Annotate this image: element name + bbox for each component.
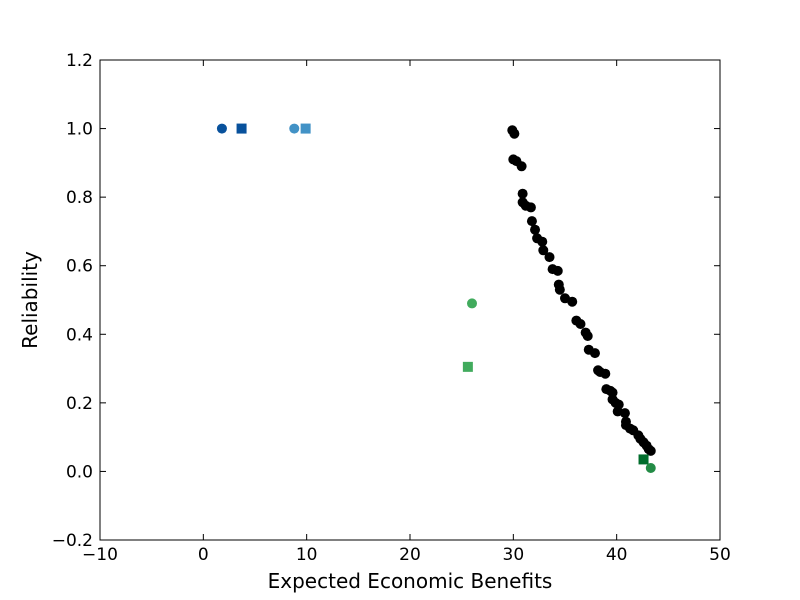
data-point [645, 463, 656, 473]
data-point-square [236, 123, 247, 134]
data-point [589, 348, 600, 359]
plot-area-frame [99, 59, 721, 541]
data-point-square [462, 361, 473, 372]
data-point [619, 408, 630, 419]
data-point [607, 387, 618, 398]
plot-marks [216, 123, 656, 473]
data-point [582, 331, 593, 341]
data-point [525, 202, 536, 213]
data-point [509, 128, 520, 139]
x-tick-label: −10 [82, 545, 118, 565]
x-tick-label: 30 [503, 545, 525, 565]
data-point [567, 296, 578, 307]
axis-ticks: −10 0 10 20 30 40 50 −0.2 0.0 0.2 0.4 0.6 0.8 1.0 1.2 [52, 51, 731, 565]
y-tick-label: 0.2 [66, 394, 93, 414]
y-tick-label: 0.8 [66, 188, 93, 208]
data-point [516, 161, 527, 172]
data-point [575, 319, 586, 329]
y-tick-label: 0.4 [66, 325, 93, 345]
data-point [552, 265, 563, 276]
data-point [517, 188, 528, 199]
data-point [289, 123, 300, 134]
data-point [467, 298, 477, 309]
data-point-square [638, 454, 649, 465]
data-point [544, 252, 555, 263]
y-tick-label: 1.2 [66, 51, 93, 71]
x-axis-label: Expected Economic Benefits [268, 569, 553, 593]
data-point [537, 236, 548, 247]
data-point [538, 245, 549, 256]
y-tick-label: −0.2 [52, 531, 93, 551]
data-point [554, 284, 565, 295]
x-tick-label: 40 [606, 545, 628, 565]
y-tick-label: 1.0 [66, 120, 93, 140]
x-tick-label: 10 [296, 545, 318, 565]
data-point [216, 123, 227, 134]
y-tick-label: 0.0 [66, 462, 93, 482]
x-tick-label: 50 [709, 545, 731, 565]
data-point [530, 224, 541, 235]
data-point-square [300, 123, 311, 134]
x-tick-label: 0 [198, 545, 209, 565]
data-point [645, 445, 656, 456]
data-point [526, 216, 537, 227]
y-axis-label: Reliability [18, 251, 42, 349]
x-tick-label: 20 [399, 545, 421, 565]
y-tick-label: 0.6 [66, 257, 93, 277]
data-point [600, 368, 611, 379]
